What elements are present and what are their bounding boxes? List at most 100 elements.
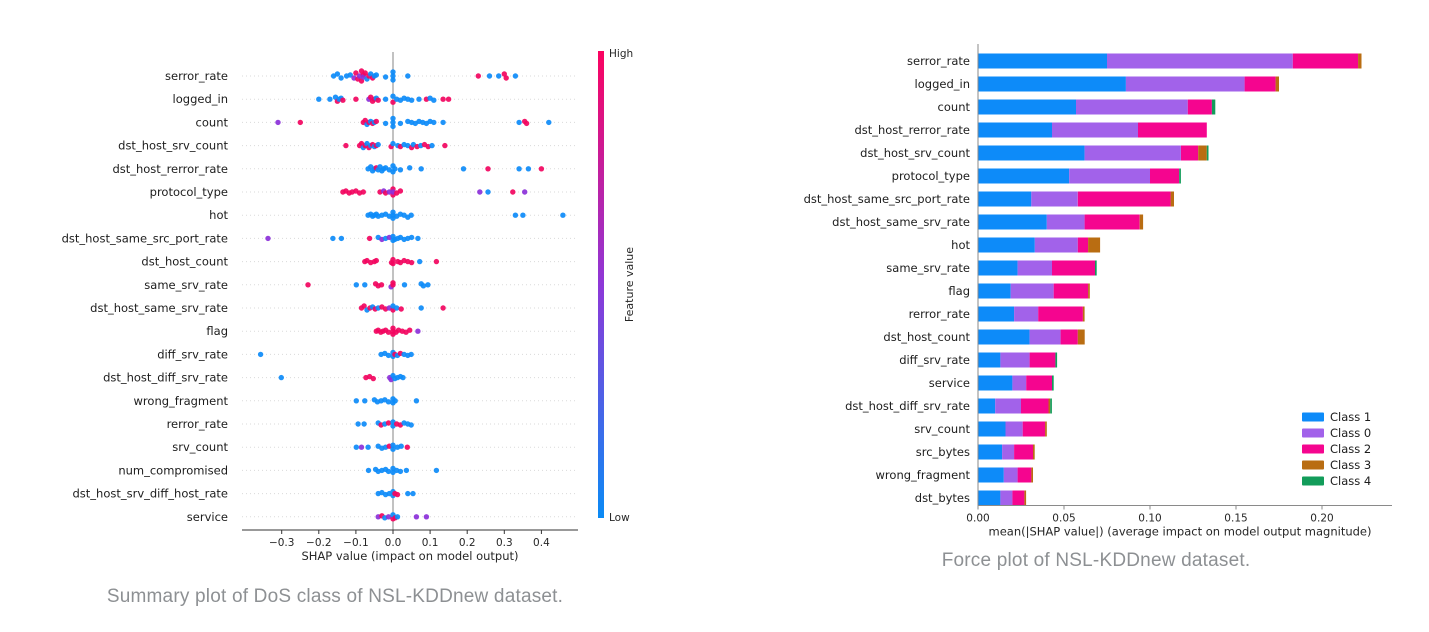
shap-dot bbox=[407, 165, 413, 171]
feature-label: protocol_type bbox=[150, 185, 228, 199]
shap-dot bbox=[405, 73, 411, 79]
shap-dot bbox=[496, 73, 502, 79]
shap-dot bbox=[445, 96, 452, 102]
bar-segment bbox=[978, 145, 1085, 161]
bar-segment bbox=[1095, 260, 1097, 276]
bar-segment bbox=[1021, 398, 1049, 414]
shap-dot bbox=[390, 69, 396, 75]
feature-label: dst_host_count bbox=[141, 255, 228, 269]
shap-dot bbox=[394, 305, 400, 311]
shap-dot bbox=[257, 351, 264, 358]
x-tick-label: −0.1 bbox=[343, 537, 369, 549]
feature-label: hot bbox=[951, 238, 970, 252]
shap-dot bbox=[353, 444, 359, 450]
bar-segment bbox=[978, 398, 996, 414]
bar-segment bbox=[1211, 99, 1216, 115]
shap-dot bbox=[361, 421, 367, 427]
shap-dot bbox=[382, 96, 389, 102]
feature-label: count bbox=[938, 100, 971, 114]
shap-dot bbox=[375, 141, 381, 148]
bar-segment bbox=[1038, 306, 1083, 322]
feature-label: protocol_type bbox=[892, 169, 970, 183]
legend-label: Class 0 bbox=[1330, 426, 1371, 440]
bar-segment bbox=[978, 283, 1011, 299]
shap-dot bbox=[358, 444, 365, 450]
shap-dot bbox=[265, 235, 271, 242]
bar-segment bbox=[1138, 122, 1207, 138]
shap-dot bbox=[390, 73, 396, 79]
shap-dot bbox=[390, 115, 396, 122]
shap-dot bbox=[417, 258, 423, 265]
bar-segment bbox=[1012, 490, 1025, 506]
shap-dot bbox=[415, 235, 421, 242]
bar-segment bbox=[1055, 352, 1058, 368]
bar-segment bbox=[995, 398, 1021, 414]
bar-segment bbox=[1275, 76, 1279, 92]
shap-dot bbox=[390, 119, 396, 126]
feature-label: diff_srv_rate bbox=[899, 353, 970, 367]
bar-segment bbox=[1010, 283, 1054, 299]
bar-segment bbox=[1088, 283, 1090, 299]
shap-dot bbox=[501, 71, 507, 77]
bar-segment bbox=[1150, 168, 1180, 184]
colorbar-axis-label: Feature value bbox=[623, 247, 636, 322]
bar-segment bbox=[1017, 467, 1032, 483]
bar-segment bbox=[1077, 191, 1171, 207]
shap-dot bbox=[305, 282, 311, 288]
shap-dot bbox=[386, 189, 392, 195]
bar-segment bbox=[1139, 214, 1144, 230]
x-axis-label: mean(|SHAP value|) (average impact on mo… bbox=[989, 525, 1372, 539]
shap-dot bbox=[394, 514, 401, 520]
x-tick-label: 0.1 bbox=[422, 537, 439, 549]
shap-dot bbox=[365, 444, 371, 450]
shap-dot bbox=[385, 399, 392, 405]
shap-dot bbox=[385, 329, 392, 335]
shap-dots bbox=[257, 68, 566, 522]
bar-segment bbox=[1060, 329, 1078, 345]
feature-label: dst_host_rerror_rate bbox=[112, 162, 228, 176]
bar-segment bbox=[1069, 168, 1150, 184]
shap-dot bbox=[353, 398, 359, 404]
shap-dot bbox=[407, 327, 413, 333]
shap-dot bbox=[425, 282, 431, 288]
x-tick-label: 0.0 bbox=[385, 537, 402, 549]
bar-segment bbox=[1107, 53, 1293, 69]
shap-dot bbox=[390, 123, 396, 130]
legend: Class 1 Class 0 Class 2 Class 3 Class 4 bbox=[1302, 410, 1371, 488]
feature-label: dst_bytes bbox=[915, 491, 970, 505]
shap-dot bbox=[477, 189, 483, 195]
feature-label: same_srv_rate bbox=[144, 278, 228, 292]
shap-dot bbox=[418, 305, 424, 311]
summary-plot-caption: Summary plot of DoS class of NSL-KDDnew … bbox=[106, 586, 564, 607]
shap-dot bbox=[327, 96, 333, 102]
shap-dot bbox=[397, 188, 404, 194]
shap-dot bbox=[408, 422, 414, 428]
shap-dot bbox=[408, 351, 414, 358]
feature-label: dst_host_same_srv_rate bbox=[832, 215, 970, 229]
bar-segment bbox=[1024, 490, 1027, 506]
feature-label: wrong_fragment bbox=[134, 394, 229, 408]
bar-segment bbox=[1292, 53, 1359, 69]
shap-dot bbox=[375, 97, 381, 103]
feature-label: flag bbox=[206, 324, 228, 338]
shap-dot bbox=[366, 235, 373, 242]
bar-segment bbox=[978, 260, 1018, 276]
shap-dot bbox=[370, 375, 376, 382]
shap-dot bbox=[390, 140, 396, 147]
shap-dot bbox=[390, 93, 396, 99]
bar-segment bbox=[1170, 191, 1174, 207]
shap-dot bbox=[525, 166, 532, 172]
feature-label: dst_host_same_src_port_rate bbox=[804, 192, 970, 206]
shap-dot bbox=[390, 77, 396, 83]
x-tick-label: 0.4 bbox=[533, 537, 550, 549]
shap-dot bbox=[485, 166, 491, 172]
feature-label: service bbox=[187, 510, 228, 524]
shap-dot bbox=[408, 212, 414, 218]
colorbar-low-label: Low bbox=[609, 512, 630, 524]
bar-segment bbox=[978, 490, 1001, 506]
shap-dot bbox=[486, 73, 493, 79]
bar-segment bbox=[1084, 214, 1140, 230]
shap-dot bbox=[385, 468, 392, 475]
shap-dot bbox=[362, 70, 368, 76]
shap-dot bbox=[431, 119, 437, 126]
